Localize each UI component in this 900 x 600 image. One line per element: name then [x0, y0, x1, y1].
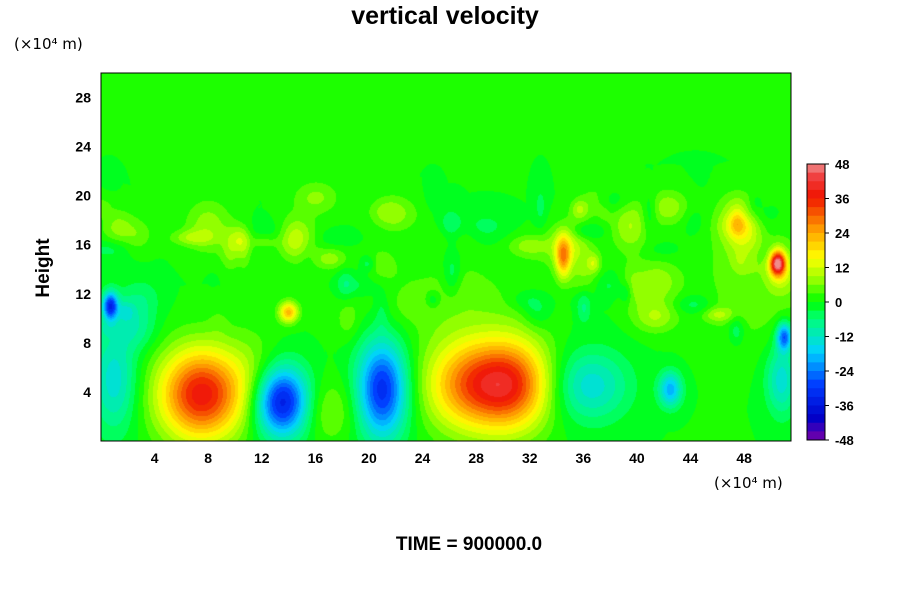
colorbar-band	[807, 189, 825, 199]
x-tick-label: 28	[468, 450, 484, 466]
colorbar-band	[807, 207, 825, 217]
x-axis-unit: (×10⁴ m)	[714, 474, 783, 492]
colorbar-band	[807, 422, 825, 432]
colorbar-band	[807, 233, 825, 243]
x-tick-label: 8	[204, 450, 212, 466]
x-axis-ticks: 4 8 12 16 20 24 28 32 36 40 44 48	[151, 450, 752, 466]
colorbar-tick-label: 0	[835, 295, 842, 310]
colorbar: 48 36 24 12 0 -12 -24 -36 -48	[806, 157, 855, 448]
colorbar-band	[807, 164, 825, 174]
colorbar-bands	[807, 164, 825, 441]
colorbar-band	[807, 224, 825, 234]
colorbar-band	[807, 345, 825, 355]
colorbar-tick-label: -48	[835, 433, 854, 448]
colorbar-band	[807, 310, 825, 320]
y-tick-label: 16	[75, 237, 91, 253]
colorbar-tick-label: 24	[835, 226, 850, 241]
x-tick-label: 12	[254, 450, 270, 466]
colorbar-band	[807, 241, 825, 251]
plot-area	[100, 72, 792, 442]
colorbar-band	[807, 172, 825, 182]
colorbar-tick-label: -36	[835, 399, 854, 414]
colorbar-tick-label: 36	[835, 192, 849, 207]
colorbar-band	[807, 396, 825, 406]
velocity-field	[101, 73, 791, 441]
colorbar-tick-label: -24	[835, 364, 855, 379]
colorbar-band	[807, 405, 825, 415]
colorbar-tick-label: 12	[835, 261, 849, 276]
y-axis-ticks: 4 8 12 16 20 24 28	[75, 90, 91, 400]
x-tick-label: 32	[522, 450, 538, 466]
colorbar-band	[807, 293, 825, 303]
colorbar-band	[807, 198, 825, 208]
colorbar-band	[807, 276, 825, 286]
x-tick-label: 24	[415, 450, 431, 466]
colorbar-band	[807, 327, 825, 337]
colorbar-band	[807, 284, 825, 294]
chart-title: vertical velocity	[351, 2, 539, 30]
colorbar-band	[807, 362, 825, 372]
y-tick-label: 20	[75, 188, 91, 204]
x-tick-label: 4	[151, 450, 159, 466]
plot-frame	[100, 72, 792, 442]
colorbar-band	[807, 250, 825, 260]
x-tick-label: 48	[736, 450, 752, 466]
colorbar-band	[807, 414, 825, 424]
colorbar-band	[807, 336, 825, 346]
y-axis-unit: (×10⁴ m)	[14, 35, 83, 53]
colorbar-tick-label: -12	[835, 330, 854, 345]
y-tick-label: 28	[75, 90, 91, 106]
x-tick-label: 36	[576, 450, 592, 466]
colorbar-band	[807, 388, 825, 398]
colorbar-band	[807, 431, 825, 441]
colorbar-band	[807, 215, 825, 225]
colorbar-band	[807, 319, 825, 329]
colorbar-band	[807, 371, 825, 381]
colorbar-band	[807, 267, 825, 277]
colorbar-tick-label: 48	[835, 157, 849, 172]
y-tick-label: 12	[75, 286, 91, 302]
colorbar-band	[807, 258, 825, 268]
x-tick-label: 40	[629, 450, 645, 466]
x-tick-label: 20	[361, 450, 377, 466]
colorbar-band	[807, 379, 825, 389]
y-axis-label: Height	[33, 238, 54, 298]
y-tick-label: 24	[75, 139, 91, 155]
colorbar-band	[807, 181, 825, 191]
colorbar-ticks: 48 36 24 12 0 -12 -24 -36 -48	[825, 157, 855, 448]
colorbar-band	[807, 353, 825, 363]
y-tick-label: 8	[83, 335, 91, 351]
time-annotation: TIME = 900000.0	[396, 534, 542, 555]
y-tick-label: 4	[83, 384, 91, 400]
colorbar-band	[807, 302, 825, 312]
x-tick-label: 16	[308, 450, 324, 466]
x-tick-label: 44	[683, 450, 699, 466]
